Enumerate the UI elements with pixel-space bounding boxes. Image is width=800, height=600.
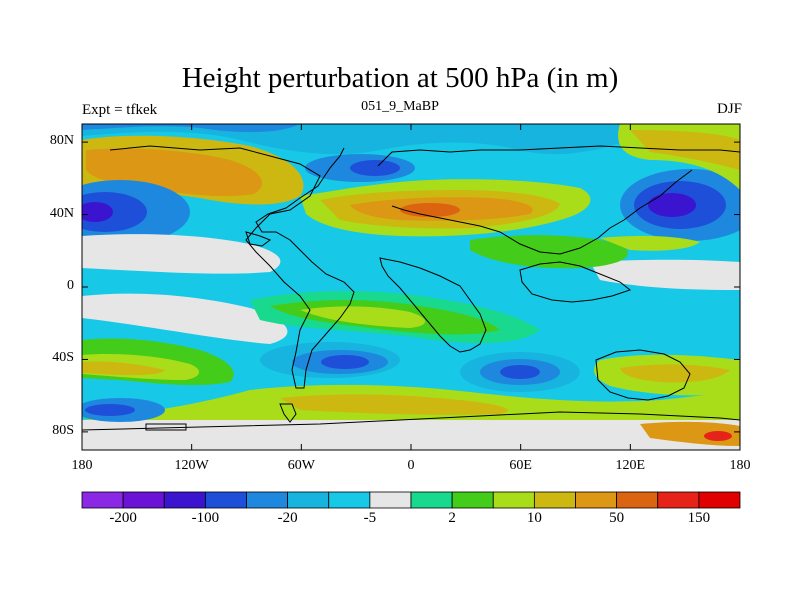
colorbar-label: -5: [363, 510, 377, 526]
colorbar-swatch: [657, 491, 700, 509]
colorbar-swatch: [616, 491, 659, 509]
colorbar: [81, 491, 741, 509]
experiment-label: Expt = tfkek: [82, 102, 158, 118]
colorbar-swatch: [575, 491, 618, 509]
colorbar-swatch: [369, 491, 412, 509]
colorbar-swatch: [81, 491, 124, 509]
longitude-ticks: [81, 124, 741, 450]
run-label: 051_9_MaBP: [361, 99, 439, 114]
season-label: DJF: [716, 101, 742, 117]
lat-label: 40N: [49, 205, 74, 221]
colorbar-label: -200: [109, 510, 137, 526]
lon-label: 60W: [287, 458, 315, 473]
colorbar-swatch: [246, 491, 289, 509]
lon-label: 120W: [174, 458, 209, 473]
lon-label: 60E: [509, 458, 532, 473]
contour-field: [82, 124, 740, 450]
colorbar-label: 50: [609, 510, 625, 526]
colorbar-swatch: [204, 491, 247, 509]
lat-label: 80N: [49, 133, 74, 149]
colorbar-swatch: [163, 491, 206, 509]
colorbar-swatch: [410, 491, 453, 509]
coastlines: [82, 145, 740, 431]
colorbar-label: -20: [277, 510, 298, 526]
colorbar-swatch: [533, 491, 576, 509]
lon-label: 180: [71, 458, 93, 473]
colorbar-label: 150: [687, 510, 711, 526]
colorbar-swatch: [492, 491, 535, 509]
lon-label: 0: [407, 458, 415, 473]
lat-label: 40S: [52, 350, 74, 366]
colorbar-label: 10: [526, 510, 542, 526]
map-title: Height perturbation at 500 hPa (in m): [181, 62, 619, 94]
colorbar-label: 2: [448, 510, 456, 526]
lon-label: 180: [729, 458, 751, 473]
lon-label: 120E: [615, 458, 646, 473]
colorbar-swatch: [698, 491, 741, 509]
colorbar-swatch: [328, 491, 371, 509]
colorbar-swatch: [451, 491, 494, 509]
lat-label: 80S: [52, 422, 74, 438]
lat-label: 0: [67, 278, 74, 293]
colorbar-swatch: [287, 491, 330, 509]
colorbar-label: -100: [191, 510, 220, 526]
latitude-ticks: [82, 141, 740, 433]
colorbar-swatch: [122, 491, 165, 509]
